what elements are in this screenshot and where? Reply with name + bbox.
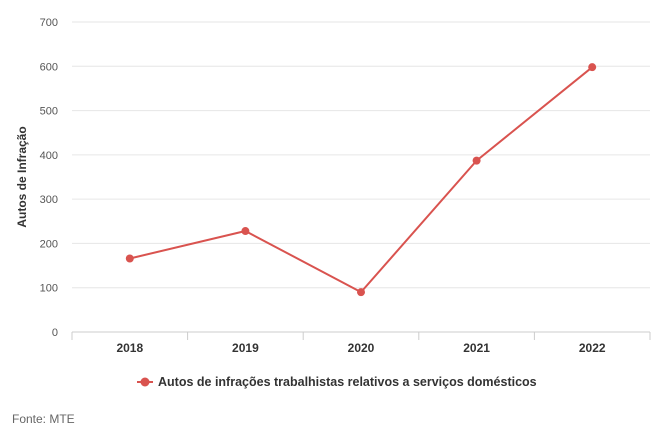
legend-point-marker [140,377,150,387]
x-tick-label: 2021 [463,341,490,355]
x-tick-label: 2019 [232,341,259,355]
y-axis-ticks: 0 100 200 300 400 500 600 700 [40,17,58,339]
y-tick-label: 500 [40,106,58,118]
x-tick-label: 2018 [116,341,143,355]
y-tick-label: 200 [40,238,58,250]
legend[interactable]: Autos de infrações trabalhistas relativo… [137,375,537,389]
y-tick-label: 300 [40,194,58,206]
series-line [129,66,593,294]
y-tick-label: 600 [40,61,58,73]
y-tick-label: 0 [52,327,58,339]
y-tick-label: 400 [40,150,58,162]
series-layer [125,63,597,297]
y-axis-title: Autos de Infração [15,126,29,227]
data-point[interactable] [472,156,481,165]
y-tick-label: 700 [40,17,58,29]
grid-lines [72,21,650,289]
x-axis: 2018 2019 2020 2021 2022 [71,331,651,355]
y-tick-label: 100 [40,283,58,295]
x-tick-label: 2020 [348,341,375,355]
data-point[interactable] [125,254,134,263]
data-point[interactable] [241,227,250,236]
legend-label: Autos de infrações trabalhistas relativo… [158,375,537,389]
x-tick-label: 2022 [579,341,606,355]
data-point[interactable] [588,63,597,72]
data-point[interactable] [357,288,365,297]
source-note: Fonte: MTE [12,412,75,426]
